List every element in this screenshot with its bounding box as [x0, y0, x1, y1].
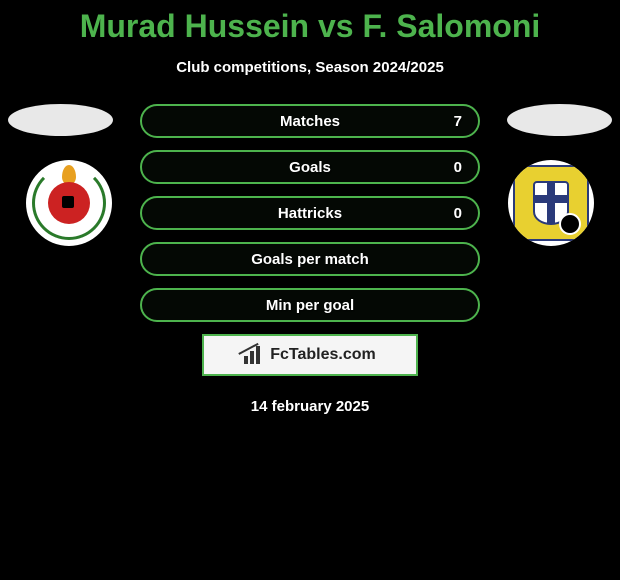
stat-label: Min per goal — [266, 297, 354, 314]
club-logo-right — [508, 160, 594, 246]
date-text: 14 february 2025 — [0, 398, 620, 415]
stat-label: Matches — [280, 113, 340, 130]
stat-row-min-per-goal: Min per goal — [140, 288, 480, 322]
player-photo-left — [8, 104, 113, 136]
brand-text: FcTables.com — [270, 346, 376, 364]
stat-row-matches: Matches 7 — [140, 104, 480, 138]
stat-row-hattricks: Hattricks 0 — [140, 196, 480, 230]
brand-link[interactable]: FcTables.com — [202, 334, 418, 376]
page-title: Murad Hussein vs F. Salomoni — [0, 0, 620, 45]
club-logo-left — [26, 160, 112, 246]
stat-row-goals-per-match: Goals per match — [140, 242, 480, 276]
stat-rows: Matches 7 Goals 0 Hattricks 0 Goals per … — [140, 104, 480, 322]
stat-label: Goals — [289, 159, 331, 176]
stat-label: Hattricks — [278, 205, 342, 222]
stat-value-right: 0 — [454, 205, 462, 222]
club-emblem-icon — [26, 160, 112, 246]
stat-row-goals: Goals 0 — [140, 150, 480, 184]
stats-area: Matches 7 Goals 0 Hattricks 0 Goals per … — [0, 104, 620, 415]
subtitle: Club competitions, Season 2024/2025 — [0, 59, 620, 76]
player-photo-right — [507, 104, 612, 136]
comparison-card: Murad Hussein vs F. Salomoni Club compet… — [0, 0, 620, 415]
chart-icon — [244, 346, 264, 364]
stat-value-right: 0 — [454, 159, 462, 176]
stat-label: Goals per match — [251, 251, 369, 268]
club-emblem-icon — [513, 165, 589, 241]
stat-value-right: 7 — [454, 113, 462, 130]
